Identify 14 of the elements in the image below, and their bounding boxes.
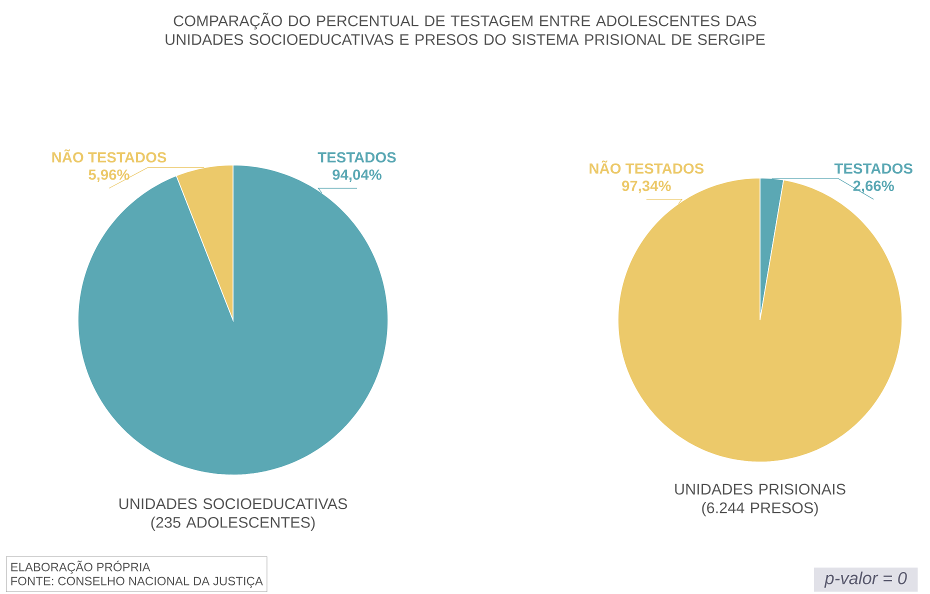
slice-label: NÃO TESTADOS <box>590 160 704 174</box>
data-label: 97,34% <box>622 180 671 194</box>
text: UNIDADES PRISIONAIS (6.244 PRESOS) <box>675 484 846 516</box>
text: UNIDADES SOCIOEDUCATIVAS (235 ADOLESCENTES) <box>119 498 348 531</box>
source-note: FONTE: CONSELHO NACIONAL DA JUSTIÇA <box>11 576 263 588</box>
data-label: 5,96% <box>88 169 130 182</box>
slice-label: NÃO TESTADOS <box>52 149 166 163</box>
data-label: 2,66% <box>853 180 894 194</box>
data-label: 94,04% <box>332 169 382 182</box>
slice-label: TESTADOS <box>834 163 912 174</box>
slice-label: TESTADOS <box>318 152 396 163</box>
text: COMPARAÇÃO DO PERCENTUAL DE TESTAGEM ENTRE ADOLESCENTES DAS UNIDADES SOCIOEDUCATIVAS E PRESOS DO SISTEMA PRISIONAL DE SERGIPE <box>166 12 765 45</box>
text: ELABORAÇÃO PRÓPRIA <box>11 560 150 574</box>
text: p-valor = 0 <box>824 572 907 588</box>
